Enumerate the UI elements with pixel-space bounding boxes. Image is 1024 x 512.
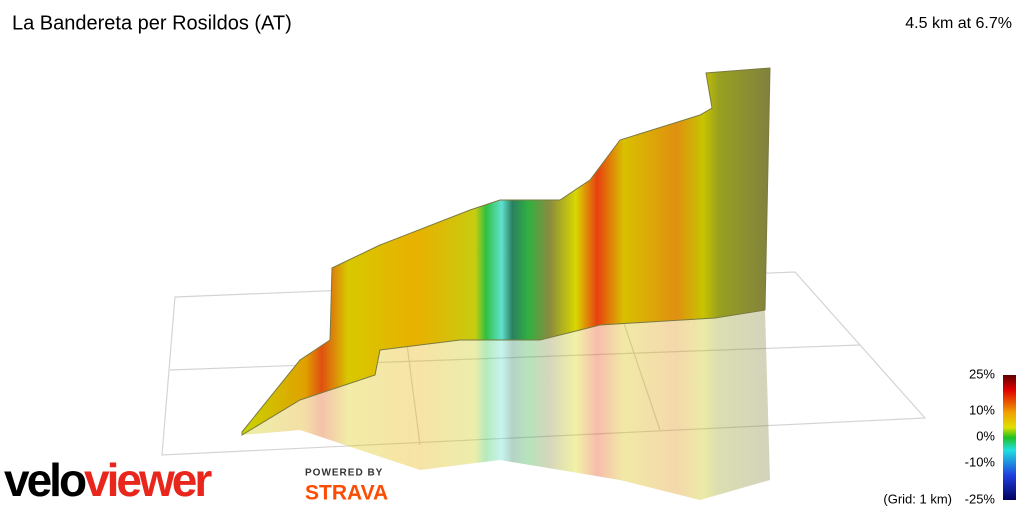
scale-label: 25% xyxy=(969,366,995,381)
logo-suffix: viewer xyxy=(84,454,212,506)
logo-prefix: velo xyxy=(4,454,86,506)
scale-label: -10% xyxy=(965,454,996,469)
reflection xyxy=(242,310,770,500)
summary: 4.5 km at 6.7% xyxy=(905,15,1012,32)
scale-label: 0% xyxy=(976,428,995,443)
elevation-wall xyxy=(241,67,771,436)
scale-label: -25% xyxy=(965,491,996,506)
logo: veloviewer xyxy=(4,454,212,506)
grid-note: (Grid: 1 km) xyxy=(883,491,952,506)
title: La Bandereta per Rosildos (AT) xyxy=(12,12,292,34)
color-scale xyxy=(1003,375,1016,500)
scale-label: 10% xyxy=(969,402,995,417)
strava-logo: STRAVA xyxy=(305,482,388,505)
powered-by: POWERED BY xyxy=(305,468,383,479)
